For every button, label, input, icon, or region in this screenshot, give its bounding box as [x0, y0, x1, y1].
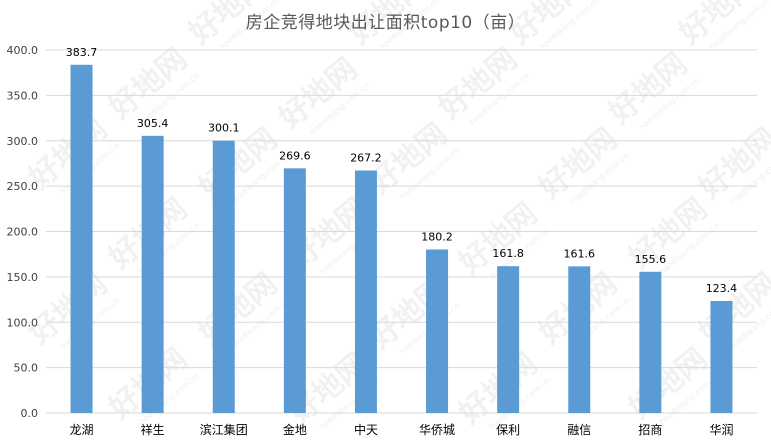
data-label: 161.6 — [564, 247, 596, 260]
category-label: 中天 — [354, 422, 378, 437]
data-label: 383.7 — [66, 46, 98, 59]
data-label: 267.2 — [350, 152, 382, 165]
bars — [70, 64, 733, 414]
data-label: 161.8 — [492, 247, 524, 260]
bar — [212, 140, 235, 414]
y-axis-tick-labels: 0.0 50.0 100.0 150.0 200.0 250.0 300.0 350.0 400… — [7, 44, 39, 420]
data-label: 305.4 — [137, 117, 169, 130]
category-label: 招商 — [638, 422, 662, 437]
y-tick-label: 50.0 — [14, 362, 39, 375]
chart-title: 房企竞得地块出让面积top10（亩） — [245, 13, 526, 33]
category-label: 滨江集团 — [200, 422, 248, 437]
data-label: 269.6 — [279, 149, 311, 162]
y-tick-label: 400.0 — [7, 44, 39, 57]
y-tick-label: 150.0 — [7, 271, 39, 284]
y-tick-label: 100.0 — [7, 316, 39, 329]
bar — [141, 135, 164, 414]
data-labels: 383.7 305.4 300.1 269.6 267.2 180.2 161.8 161.6… — [66, 46, 737, 295]
y-tick-label: 200.0 — [7, 226, 39, 239]
bar — [426, 249, 449, 413]
data-label: 123.4 — [706, 282, 738, 295]
y-tick-label: 300.0 — [7, 135, 39, 148]
bar — [710, 301, 733, 413]
bar — [497, 266, 520, 413]
category-label: 华润 — [709, 423, 733, 437]
bar — [639, 271, 662, 413]
category-label: 祥生 — [141, 423, 165, 437]
bar — [354, 170, 377, 413]
bar — [70, 64, 93, 414]
y-tick-label: 350.0 — [7, 89, 39, 102]
x-axis-category-labels: 龙湖 祥生 滨江集团 金地 中天 华侨城 保利 融信 招商 华润 — [70, 422, 734, 437]
bar — [568, 266, 591, 413]
data-label: 180.2 — [421, 230, 453, 243]
category-label: 保利 — [496, 423, 520, 437]
bar — [283, 168, 306, 413]
gridlines — [46, 49, 757, 414]
watermark-text: 好地网 — [692, 121, 771, 206]
category-label: 华侨城 — [419, 423, 455, 437]
category-label: 融信 — [567, 423, 591, 437]
data-label: 155.6 — [635, 253, 667, 266]
y-tick-label: 0.0 — [21, 407, 39, 420]
category-label: 龙湖 — [70, 422, 94, 437]
y-tick-label: 250.0 — [7, 180, 39, 193]
data-label: 300.1 — [208, 122, 240, 135]
category-label: 金地 — [283, 422, 307, 437]
